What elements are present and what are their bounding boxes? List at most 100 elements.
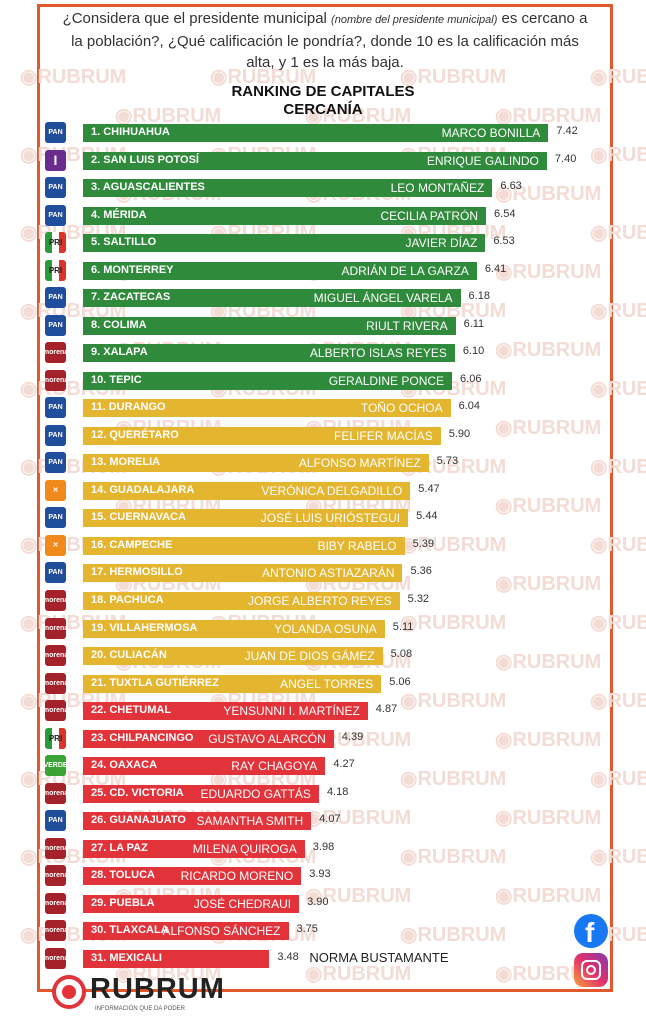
mayor-name: JUAN DE DIOS GÁMEZ <box>244 649 375 664</box>
watermark-text: ◉RUBRUM <box>305 807 412 829</box>
score-value: 5.73 <box>436 455 459 468</box>
party-logo-i-icon: I <box>45 149 66 171</box>
watermark-text: ◉RUBRUM <box>495 495 602 517</box>
score-bar: 25. CD. VICTORIA EDUARDO GATTÁS <box>83 784 319 803</box>
mayor-name: TOÑO OCHOA <box>360 401 443 416</box>
watermark-text: ◉RUBRUM <box>400 924 507 946</box>
mayor-name: JOSÉ CHEDRAUI <box>193 896 292 911</box>
city-label: 25. CD. VICTORIA <box>91 786 184 799</box>
score-value: 4.27 <box>333 758 355 771</box>
party-logo-morena-icon: morena <box>45 947 66 969</box>
city-label: 7. ZACATECAS <box>91 291 171 304</box>
score-bar: 2. SAN LUIS POTOSÍ ENRIQUE GALINDO <box>83 151 547 170</box>
question-note: (nombre del presidente municipal) <box>331 14 498 26</box>
score-bar: 8. COLIMA RIULT RIVERA <box>83 316 456 335</box>
brand-tagline: INFORMACIÓN QUE DA PODER <box>95 1006 186 1012</box>
city-label: 22. CHETUMAL <box>91 704 172 717</box>
city-label: 4. MÉRIDA <box>91 208 147 221</box>
city-label: 30. TLAXCALA <box>91 924 169 937</box>
party-logo-pan-icon: PAN <box>45 507 66 529</box>
city-label: 2. SAN LUIS POTOSÍ <box>91 153 199 166</box>
mayor-name: ENRIQUE GALINDO <box>426 153 539 168</box>
city-label: 19. VILLAHERMOSA <box>91 621 198 634</box>
score-bar: 29. PUEBLA JOSÉ CHEDRAUI <box>83 894 300 913</box>
score-bar: 21. TUXTLA GUTIÉRREZ ANGEL TORRES <box>83 674 382 693</box>
score-value: 5.47 <box>418 482 440 495</box>
mayor-name: ALFONSO MARTÍNEZ <box>298 456 421 471</box>
watermark-text: ◉RUBRUM <box>115 963 222 985</box>
party-logo-morena-icon: morena <box>45 617 66 639</box>
score-value: 5.39 <box>412 537 435 550</box>
party-logo-pri-icon: PRI <box>45 259 66 281</box>
brand-name: RUBRUM <box>90 973 225 1005</box>
mayor-name: ALFONSO SÁNCHEZ <box>162 924 281 939</box>
city-label: 24. OAXACA <box>91 759 158 772</box>
score-value: 5.44 <box>416 510 438 523</box>
watermark-text: ◉RUBRUM <box>495 729 602 751</box>
score-bar: 22. CHETUMAL YENSUNNI I. MARTÍNEZ <box>83 702 368 721</box>
score-value: 6.54 <box>494 207 516 220</box>
score-bar: 5. SALTILLO JAVIER DÍAZ <box>83 234 486 253</box>
city-label: 12. QUERÉTARO <box>91 428 179 441</box>
score-value: 3.48 <box>277 950 299 963</box>
score-value: 6.53 <box>493 235 515 248</box>
watermark-text: ◉RUBRUM <box>305 885 412 907</box>
score-bar: 17. HERMOSILLO ANTONIO ASTIAZARÁN <box>83 564 403 583</box>
facebook-icon[interactable]: f <box>574 914 608 948</box>
mayor-name: ALBERTO ISLAS REYES <box>309 346 447 361</box>
city-label: 31. MEXICALI <box>91 951 162 964</box>
party-logo-pan-icon: PAN <box>45 204 66 226</box>
watermark-text: ◉RUBRUM <box>210 66 317 88</box>
score-value: 6.10 <box>462 345 485 358</box>
score-bar: 24. OAXACA RAY CHAGOYA <box>83 757 326 776</box>
score-bar: 27. LA PAZ MILENA QUIROGA <box>83 839 305 858</box>
watermark-text: ◉RUBRUM <box>590 534 646 556</box>
party-logo-morena-icon: morena <box>45 369 66 391</box>
party-logo-mc-icon: ✕ <box>45 479 66 501</box>
mayor-name: RAY CHAGOYA <box>231 759 318 774</box>
score-value: 4.07 <box>319 813 341 826</box>
watermark-text: ◉RUBRUM <box>590 612 646 634</box>
party-logo-mc-icon: ✕ <box>45 534 66 556</box>
watermark-text: ◉RUBRUM <box>400 846 507 868</box>
watermark-text: ◉RUBRUM <box>400 690 507 712</box>
watermark-text: ◉RUBRUM <box>305 105 412 127</box>
score-value: 7.40 <box>554 152 577 165</box>
watermark-text: ◉RUBRUM <box>590 144 646 166</box>
city-label: 8. COLIMA <box>91 318 147 331</box>
score-bar: 23. CHILPANCINGO GUSTAVO ALARCÓN <box>83 729 334 748</box>
watermark-text: ◉RUBRUM <box>20 66 127 88</box>
score-value: 5.11 <box>392 620 414 633</box>
watermark-text: ◉RUBRUM <box>495 105 602 127</box>
mayor-name: ADRIÁN DE LA GARZA <box>341 263 469 278</box>
party-logo-pan-icon: PAN <box>45 122 66 143</box>
mayor-name: RICARDO MORENO <box>180 869 294 884</box>
question-text: ¿Considera que el presidente municipal <box>62 10 332 27</box>
score-bar: 9. XALAPA ALBERTO ISLAS REYES <box>83 344 455 363</box>
mayor-name: RIULT RIVERA <box>366 318 448 333</box>
city-label: 18. PACHUCA <box>91 594 164 606</box>
instagram-icon[interactable] <box>574 953 608 987</box>
score-bar: 12. QUERÉTARO FELIFER MACÍAS <box>83 426 441 445</box>
mayor-name: CECILIA PATRÓN <box>380 208 479 223</box>
mayor-name: MARCO BONILLA <box>441 126 541 140</box>
score-bar: 4. MÉRIDA CECILIA PATRÓN <box>83 206 487 225</box>
party-logo-morena-icon: morena <box>45 892 66 914</box>
party-logo-pan-icon: PAN <box>45 287 66 309</box>
mayor-name: ANTONIO ASTIAZARÁN <box>262 566 395 581</box>
score-bar: 10. TEPIC GERALDINE PONCE <box>83 371 453 390</box>
city-label: 14. GUADALAJARA <box>91 483 195 496</box>
score-value: 5.08 <box>390 648 413 661</box>
score-value: 6.41 <box>484 262 507 275</box>
party-logo-verde-icon: VERDE <box>45 755 66 777</box>
city-label: 11. DURANGO <box>91 401 166 414</box>
party-logo-pan-icon: PAN <box>45 810 66 832</box>
city-label: 27. LA PAZ <box>91 841 148 854</box>
mayor-name: MIGUEL ÁNGEL VARELA <box>313 291 453 306</box>
score-value: 4.39 <box>341 730 364 743</box>
score-value: 3.98 <box>312 840 335 853</box>
watermark-text: ◉RUBRUM <box>590 378 646 400</box>
question-text-end: es cercano a la población?, ¿Qué calific… <box>71 10 588 71</box>
infographic-frame <box>37 4 613 992</box>
watermark-text: ◉RUBRUM <box>590 690 646 712</box>
